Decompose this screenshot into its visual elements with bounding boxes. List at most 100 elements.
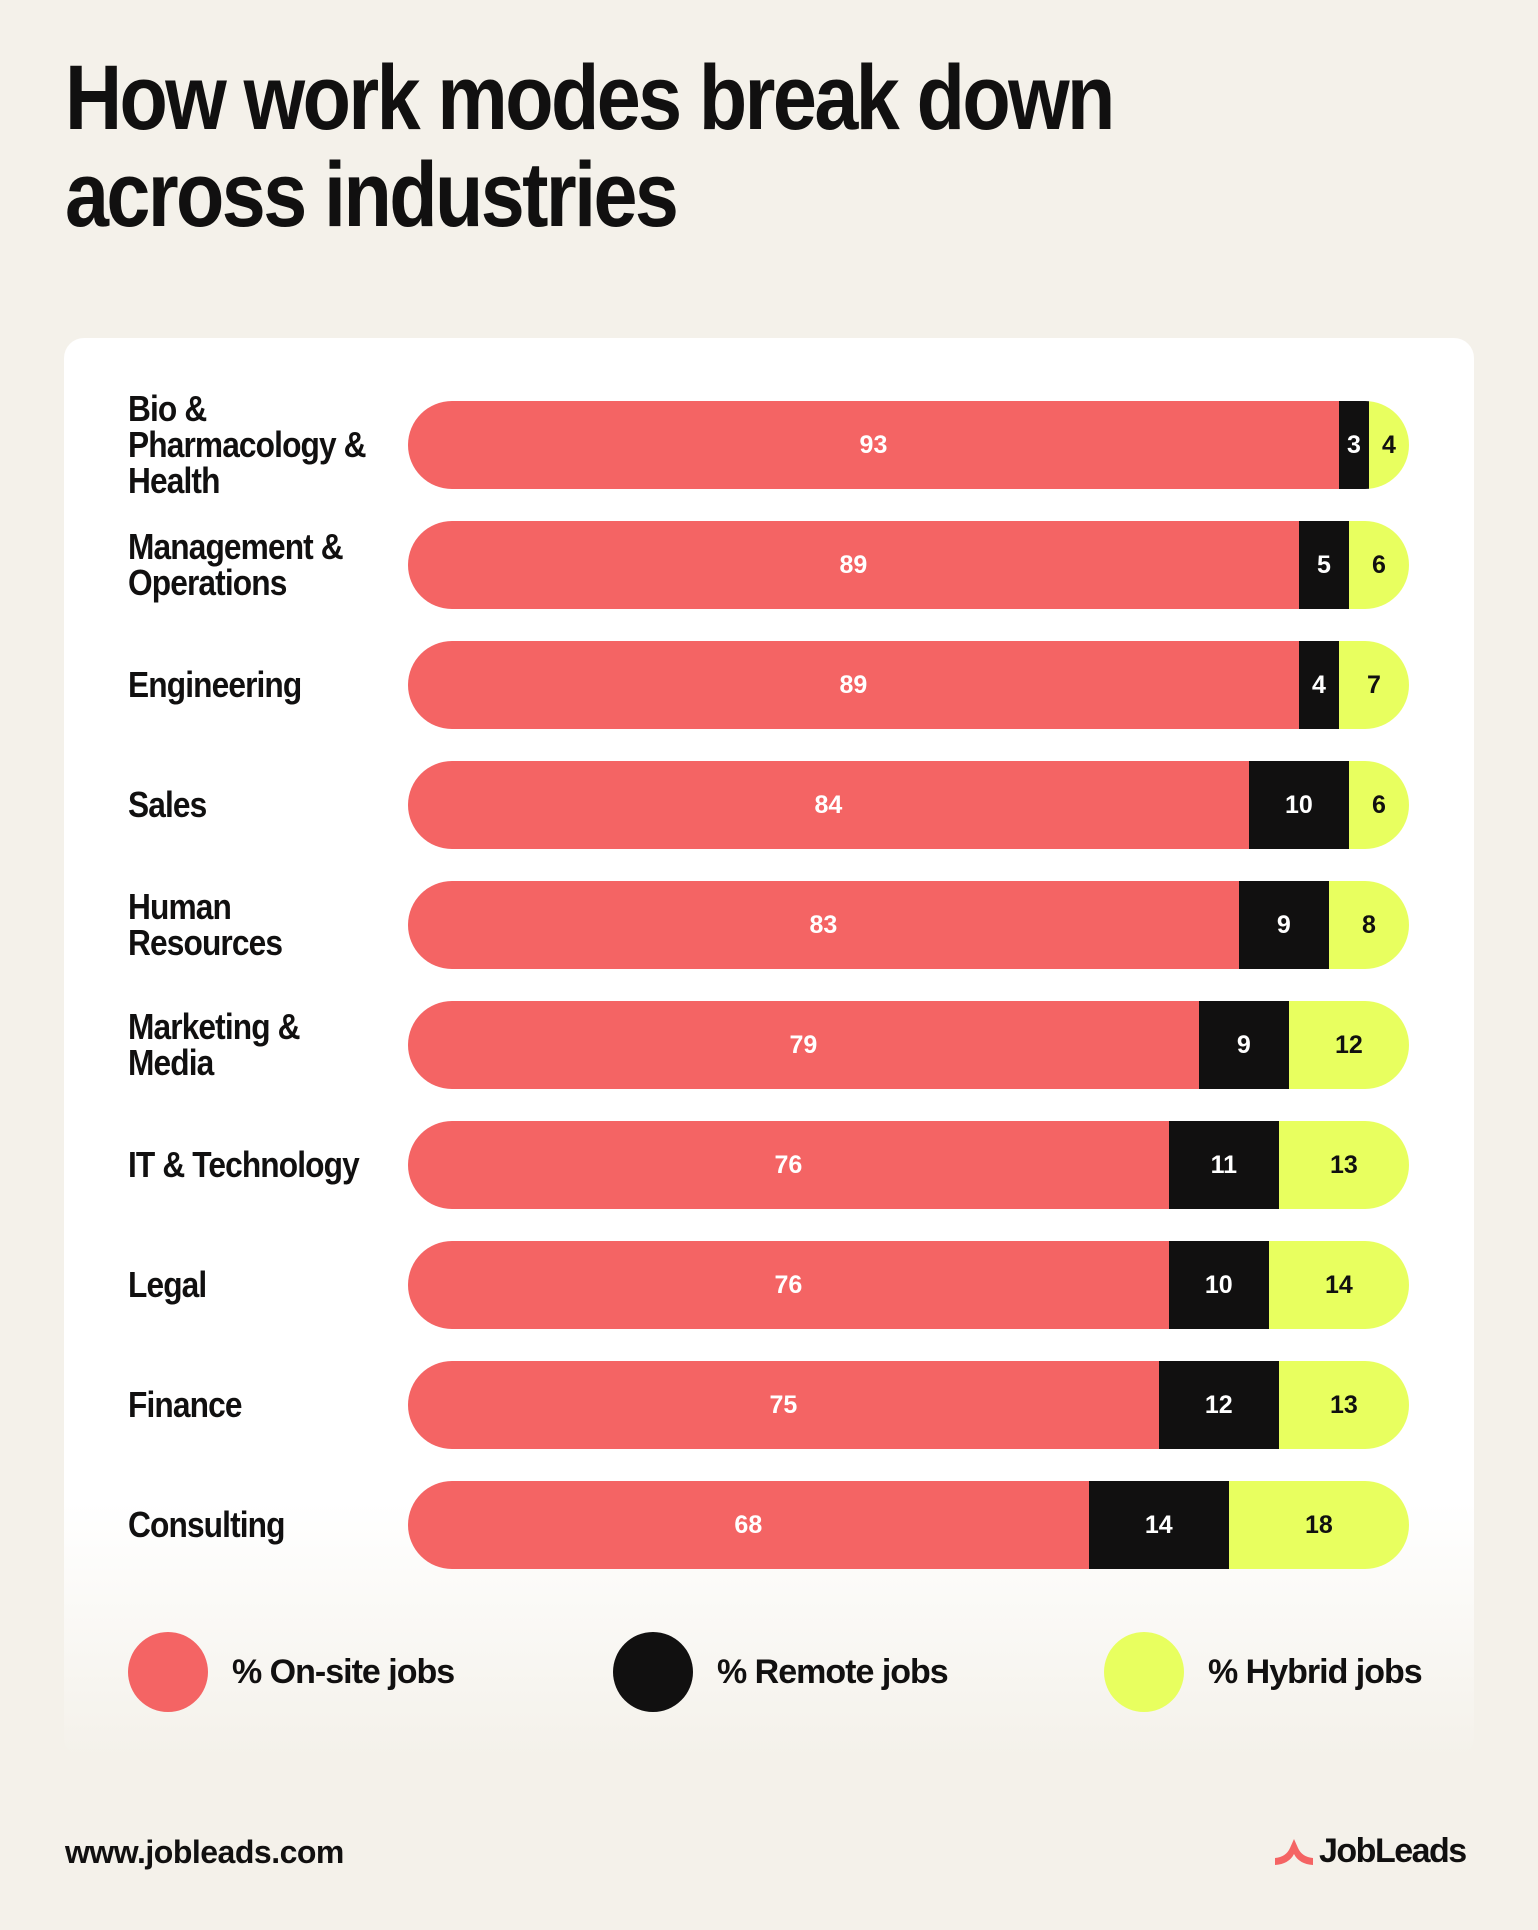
category-label: Sales <box>128 761 392 849</box>
category-label-text: Management & Operations <box>128 526 344 603</box>
bar-segment-remote: 9 <box>1238 881 1329 969</box>
category-label-text: Engineering <box>128 664 302 705</box>
data-label: 12 <box>1204 1390 1233 1419</box>
bar-segment-onsite: 93 <box>408 401 1339 489</box>
category-label-text: Human Resources <box>128 886 283 963</box>
category-label-line: Marketing & <box>128 1006 301 1047</box>
data-label: 68 <box>734 1510 763 1539</box>
bar-segment-remote: 11 <box>1168 1121 1279 1209</box>
title-line: How work modes break down <box>65 47 1115 149</box>
data-label: 76 <box>774 1150 803 1179</box>
stacked-bar: 68 14 18 <box>408 1481 1409 1569</box>
bar-segment-remote: 14 <box>1088 1481 1229 1569</box>
bar-segment-onsite: 89 <box>408 521 1299 609</box>
category-label-line: Legal <box>128 1264 207 1305</box>
chart-title: How work modes break down across industr… <box>65 47 1115 246</box>
bar-segment-onsite: 75 <box>408 1361 1159 1449</box>
bar-segment-hybrid: 7 <box>1338 641 1409 729</box>
data-label: 3 <box>1346 430 1361 459</box>
category-label-line: IT & Technology <box>128 1144 360 1185</box>
category-label-line: Engineering <box>128 664 302 705</box>
data-label: 6 <box>1371 790 1386 819</box>
stacked-bar: 93 3 4 <box>408 401 1409 489</box>
data-label: 10 <box>1284 790 1313 819</box>
category-label-line: Management & <box>128 526 344 567</box>
data-label: 9 <box>1236 1030 1251 1059</box>
bar-segment-hybrid: 8 <box>1328 881 1409 969</box>
legend-item-remote: % Remote jobs <box>613 1632 949 1712</box>
category-label: Consulting <box>128 1481 392 1569</box>
bar-segment-hybrid: 18 <box>1228 1481 1409 1569</box>
bar-segment-onsite: 79 <box>408 1001 1199 1089</box>
data-label: 4 <box>1311 670 1326 699</box>
bar-segment-remote: 9 <box>1198 1001 1289 1089</box>
category-label: Finance <box>128 1361 392 1449</box>
data-label: 14 <box>1325 1270 1353 1299</box>
category-label-line: Resources <box>128 922 283 963</box>
stacked-bar: 89 5 6 <box>408 521 1409 609</box>
data-label: 89 <box>839 670 868 699</box>
bar-segment-remote: 5 <box>1298 521 1349 609</box>
category-label-text: IT & Technology <box>128 1144 360 1185</box>
bar-segment-onsite: 76 <box>408 1121 1169 1209</box>
stacked-bar: 75 12 13 <box>408 1361 1409 1449</box>
legend-label: % Remote jobs <box>717 1652 949 1691</box>
bar-segment-remote: 12 <box>1158 1361 1279 1449</box>
stacked-bar: 84 10 6 <box>408 761 1409 849</box>
legend-label: % On-site jobs <box>232 1652 455 1691</box>
category-label: Engineering <box>128 641 392 729</box>
data-label: 83 <box>809 910 838 939</box>
category-label-line: Finance <box>128 1384 242 1425</box>
data-label: 14 <box>1144 1510 1173 1539</box>
legend-item-onsite: % On-site jobs <box>128 1632 455 1712</box>
data-label: 13 <box>1330 1150 1358 1179</box>
data-label: 5 <box>1316 550 1331 579</box>
category-label-line: Operations <box>128 562 287 603</box>
bar-segment-hybrid: 13 <box>1278 1361 1409 1449</box>
category-label-line: Consulting <box>128 1504 285 1545</box>
category-label-line: Health <box>128 460 220 501</box>
category-label-line: Pharmacology & <box>128 424 367 465</box>
category-label: Management & Operations <box>128 521 392 609</box>
category-label-text: Finance <box>128 1387 242 1423</box>
title-line: across industries <box>65 144 679 246</box>
category-label-text: Bio & Pharmacology & Health <box>128 391 367 501</box>
data-label: 13 <box>1330 1390 1358 1419</box>
category-label-text: Consulting <box>128 1507 285 1543</box>
legend-swatch-hybrid <box>1104 1632 1184 1712</box>
data-label: 11 <box>1210 1150 1238 1179</box>
data-label: 8 <box>1361 910 1376 939</box>
legend-swatch-remote <box>613 1632 693 1712</box>
data-label: 4 <box>1382 430 1396 459</box>
category-label: IT & Technology <box>128 1121 392 1209</box>
stacked-bar: 79 9 12 <box>408 1001 1409 1089</box>
category-label-line: Sales <box>128 784 207 825</box>
legend-item-hybrid: % Hybrid jobs <box>1104 1632 1423 1712</box>
bar-segment-onsite: 68 <box>408 1481 1089 1569</box>
website-link[interactable]: www.jobleads.com <box>65 1834 344 1870</box>
bar-segment-onsite: 83 <box>408 881 1239 969</box>
stacked-bar: 76 11 13 <box>408 1121 1409 1209</box>
bar-segment-hybrid: 13 <box>1278 1121 1409 1209</box>
data-label: 6 <box>1371 550 1386 579</box>
data-label: 89 <box>839 550 868 579</box>
data-label: 93 <box>859 430 888 459</box>
data-label: 18 <box>1304 1510 1333 1539</box>
category-label: Legal <box>128 1241 392 1329</box>
bar-segment-remote: 10 <box>1168 1241 1269 1329</box>
legend-label: % Hybrid jobs <box>1208 1652 1423 1691</box>
legend-swatch-onsite <box>128 1632 208 1712</box>
bar-segment-onsite: 76 <box>408 1241 1169 1329</box>
data-label: 79 <box>789 1030 818 1059</box>
bar-segment-remote: 3 <box>1338 401 1369 489</box>
stacked-bar: 83 9 8 <box>408 881 1409 969</box>
bar-segment-onsite: 84 <box>408 761 1249 849</box>
category-label-text: Marketing & Media <box>128 1006 301 1081</box>
data-label: 76 <box>774 1270 803 1299</box>
data-label: 10 <box>1204 1270 1233 1299</box>
bar-segment-onsite: 89 <box>408 641 1299 729</box>
jobleads-logo-icon <box>1275 1838 1313 1865</box>
brand-name: JobLeads <box>1319 1832 1467 1870</box>
data-label: 7 <box>1366 670 1381 699</box>
category-label-line: Human <box>128 886 232 927</box>
